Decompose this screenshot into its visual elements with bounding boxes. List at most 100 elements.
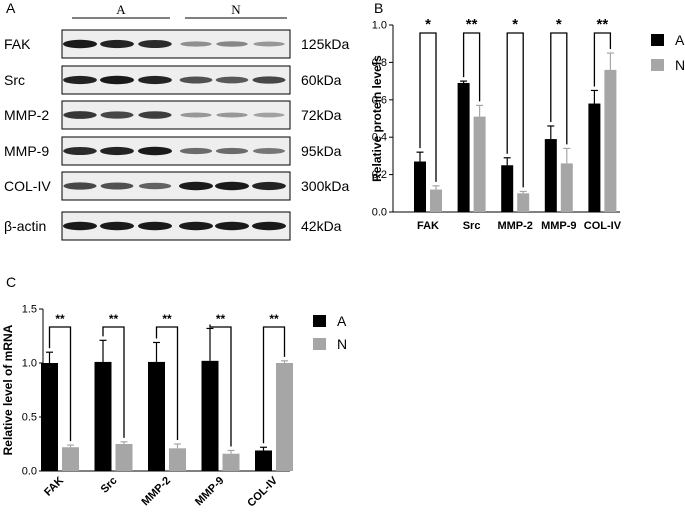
significance-marker: ** (162, 312, 172, 326)
category-label: MMP-9 (541, 220, 576, 232)
blot-band (100, 111, 134, 119)
blot-band (100, 182, 134, 190)
y-tick-label: 1.5 (22, 304, 37, 316)
significance-bracket (262, 326, 286, 444)
y-tick-label: 1.0 (22, 358, 37, 370)
significance-bracket (506, 32, 524, 188)
y-tick-label: 0.2 (372, 169, 387, 181)
blot-band (179, 181, 213, 191)
bar-n (430, 189, 442, 212)
blot-band (138, 146, 172, 156)
significance-bracket (48, 326, 72, 442)
blot-band (253, 112, 285, 118)
bar-n (560, 163, 573, 212)
blot-band (138, 182, 172, 190)
category-label: MMP-9 (193, 475, 227, 509)
significance-marker: * (512, 16, 518, 33)
blot-protein-label: β-actin (4, 218, 46, 234)
significance-bracket (593, 32, 612, 87)
bar-a (148, 361, 165, 471)
blot-row-frame (61, 136, 291, 166)
blot-band (100, 39, 134, 49)
category-label: Src (463, 220, 481, 232)
blot-band (100, 75, 134, 85)
significance-marker: ** (269, 312, 279, 326)
legend-swatch-a (313, 315, 326, 327)
legend-swatch-a (651, 34, 664, 46)
y-axis-label: Relative protein levels (370, 55, 384, 182)
western-blot-panel: A N FAK 125kDa Src 60kDa MMP-2 72kDa MMP-9 95kDa C… (4, 2, 349, 241)
blot-band (63, 147, 97, 155)
bar-a (94, 361, 112, 471)
blot-protein-label: FAK (4, 36, 31, 52)
blot-size-label: 72kDa (301, 107, 342, 123)
legend-label-n: N (675, 57, 685, 73)
blot-band (215, 147, 249, 155)
blot-band (180, 112, 212, 118)
blot-size-label: 95kDa (301, 143, 342, 159)
significance-marker: * (556, 16, 562, 33)
category-label: FAK (417, 220, 439, 232)
significance-marker: * (425, 16, 431, 33)
blot-protein-label: COL-IV (4, 178, 51, 194)
blot-band (63, 182, 97, 190)
blot-band (100, 221, 134, 231)
blot-band (138, 221, 172, 231)
legend-label-n: N (337, 336, 347, 352)
significance-marker: ** (466, 16, 478, 33)
significance-marker: ** (216, 312, 226, 326)
significance-bracket (550, 32, 568, 145)
protein-level-chart: 0.0 0.2 0.4 0.6 0.8 1.0 Relative protein level… (370, 16, 685, 232)
significance-bracket (462, 32, 481, 102)
blot-size-label: 60kDa (301, 72, 342, 88)
panel-label-c: C (6, 274, 16, 290)
bar-n (222, 453, 240, 471)
panel-label-a: A (6, 0, 16, 16)
y-tick-label: 0.0 (372, 207, 387, 219)
blot-band (180, 41, 212, 47)
group-label-n: N (231, 2, 241, 17)
significance-marker: ** (597, 16, 609, 33)
blot-band (138, 111, 172, 119)
blot-band (179, 76, 213, 84)
blot-band (253, 41, 285, 47)
panel-label-b: B (374, 0, 383, 16)
blot-band (253, 148, 285, 154)
blot-band (215, 221, 249, 231)
significance-bracket (419, 32, 437, 182)
bar-a (414, 161, 426, 212)
bar-a (457, 82, 470, 212)
blot-band (252, 181, 286, 191)
y-tick-label: 0.6 (372, 94, 387, 106)
category-label: COL-IV (584, 220, 622, 232)
blot-size-label: 125kDa (301, 36, 349, 52)
mrna-level-chart: 0.0 0.5 1.0 1.5 Relative level of mRNA ** FAK *… (1, 304, 347, 510)
legend-label-a: A (675, 32, 685, 48)
bar-n (517, 193, 530, 212)
blot-band (138, 75, 172, 85)
legend-swatch-n (313, 338, 326, 350)
blot-row-frame (61, 100, 291, 130)
significance-marker: ** (55, 312, 65, 326)
y-tick-label: 0.4 (372, 132, 387, 144)
blot-band (138, 40, 172, 48)
bar-n (62, 447, 79, 471)
blot-protein-label: MMP-2 (4, 107, 49, 123)
blot-band (215, 76, 249, 84)
category-label: COL-IV (245, 474, 280, 509)
blot-row-frame (61, 29, 291, 59)
blot-band (179, 147, 213, 155)
group-label-a: A (116, 2, 126, 17)
significance-bracket (155, 326, 179, 440)
bar-n (115, 444, 133, 471)
blot-band (63, 75, 97, 85)
blot-row-frame (61, 171, 291, 201)
blot-band (215, 181, 249, 191)
legend-label-a: A (337, 313, 347, 329)
blot-band (252, 76, 286, 84)
blot-band (216, 41, 248, 47)
y-axis-label: Relative level of mRNA (1, 324, 15, 455)
category-label: MMP-2 (140, 475, 174, 509)
bar-a (41, 363, 58, 471)
